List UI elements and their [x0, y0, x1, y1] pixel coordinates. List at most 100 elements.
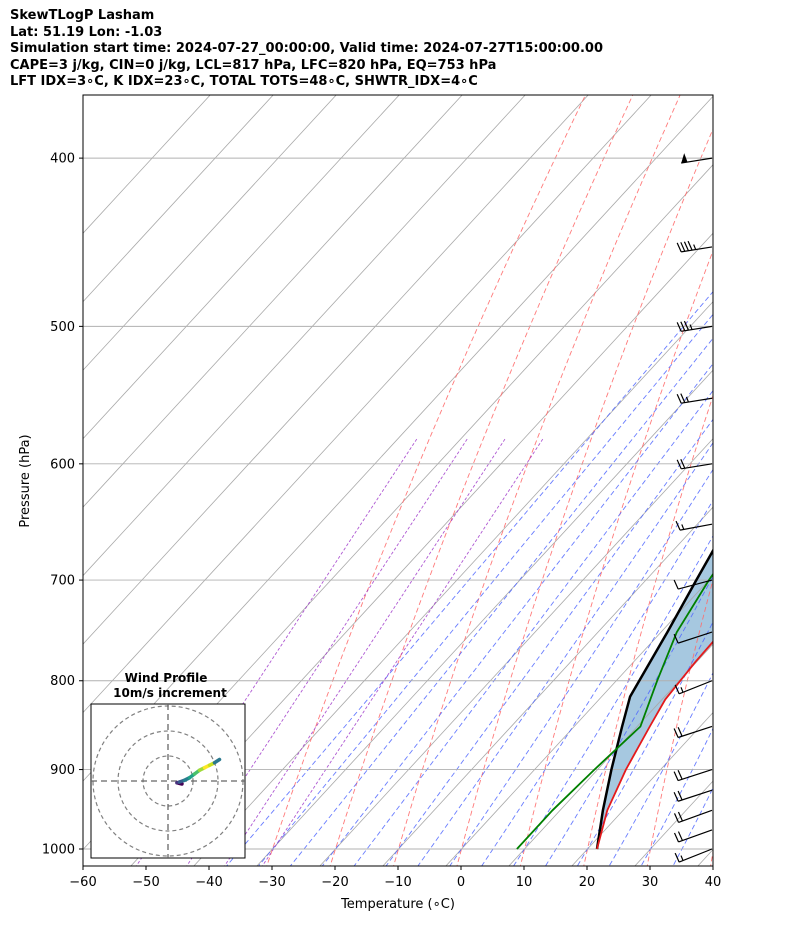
dry-adiabats	[266, 95, 713, 866]
isotherm	[83, 95, 713, 782]
x-tick-label: −40	[195, 875, 222, 890]
barb-flag	[674, 852, 680, 863]
wind-barb	[681, 52, 712, 62]
wind-barb	[673, 768, 713, 782]
x-tick-label: 20	[579, 875, 596, 890]
wind-barb	[674, 848, 713, 863]
x-tick-label: 30	[642, 875, 659, 890]
barb-half-flag	[685, 396, 689, 403]
dry-adiabat	[519, 249, 713, 866]
y-tick-label: 600	[50, 457, 75, 472]
moist-adiabat	[513, 534, 713, 866]
mixing-ratio-line	[261, 438, 544, 866]
profile-lines	[516, 548, 713, 850]
stability-indices-1: CAPE=3 j/kg, CIN=0 j/kg, LCL=817 hPa, LF…	[10, 57, 497, 73]
barb-flag	[676, 322, 682, 332]
barb-staff	[678, 829, 713, 843]
simulation-times: Simulation start time: 2024-07-27_00:00:…	[10, 41, 603, 56]
barb-staff	[677, 725, 713, 739]
wind-barb	[676, 320, 713, 332]
stability-indices-2: LFT IDX=3∘C, K IDX=23∘C, TOTAL TOTS=48∘C…	[10, 74, 478, 89]
barb-flag	[680, 393, 686, 403]
barb-flag	[673, 771, 679, 781]
barb-flag	[673, 579, 679, 590]
barb-staff	[681, 246, 713, 253]
wind-barb	[673, 829, 713, 843]
hodograph-segment	[212, 757, 222, 765]
barb-flag	[676, 242, 682, 253]
barb-flag	[680, 458, 686, 469]
moist-adiabat	[417, 442, 713, 866]
dry-adiabat	[710, 849, 713, 866]
x-tick-label: −50	[132, 875, 159, 890]
mixing-ratio-line	[224, 438, 506, 866]
x-tick-label: 10	[516, 875, 533, 890]
isotherm	[319, 438, 713, 866]
isotherm	[83, 164, 713, 851]
barb-flag	[673, 813, 680, 823]
wind-barb	[676, 458, 713, 470]
inset-title: Wind Profile	[125, 671, 208, 685]
barb-staff	[681, 463, 713, 470]
y-tick-label: 900	[50, 763, 75, 778]
x-tick-label: −20	[321, 875, 348, 890]
barb-half-flag	[680, 687, 684, 693]
x-tick-label: 40	[705, 875, 722, 890]
isotherm	[256, 369, 713, 866]
y-axis-ticks: 1000900800700600500400300200100	[42, 152, 83, 858]
barb-staff	[678, 809, 713, 823]
barb-staff	[681, 397, 713, 404]
temperature-line	[596, 640, 713, 850]
barb-flag	[677, 790, 683, 801]
barb-flag	[677, 831, 684, 841]
isotherm	[83, 95, 652, 714]
x-tick-label: −10	[384, 875, 411, 890]
moist-adiabat	[353, 389, 713, 866]
wind-barb	[673, 725, 713, 739]
barb-flag	[680, 321, 686, 331]
isotherm	[445, 575, 713, 866]
isotherm-grid	[83, 95, 713, 866]
moist-adiabat	[449, 468, 713, 866]
wind-profile-inset: Wind Profile 10m/s increment	[90, 671, 246, 859]
isotherm	[130, 232, 713, 866]
moist-adiabat	[544, 575, 713, 866]
chart-header: SkewTLogP Lasham Lat: 51.19 Lon: -1.03 S…	[10, 8, 603, 91]
barb-staff	[681, 157, 713, 164]
barb-flag	[683, 241, 689, 251]
moist-adiabat	[289, 337, 713, 866]
barb-staff	[677, 631, 713, 644]
y-tick-label: 700	[50, 574, 75, 589]
x-axis-label: Temperature (∘C)	[340, 897, 455, 912]
barb-half-flag	[681, 524, 685, 530]
y-axis-label: Pressure (hPa)	[18, 434, 33, 527]
barb-flag	[680, 242, 686, 252]
barb-staff	[677, 789, 713, 802]
isotherm	[382, 506, 713, 866]
barb-pennant	[681, 52, 687, 62]
barb-staff	[677, 579, 713, 590]
barb-staff	[679, 523, 713, 531]
x-tick-label: −60	[69, 875, 96, 890]
y-tick-label: 1000	[42, 843, 75, 858]
barb-flag	[673, 832, 680, 843]
chart-title: SkewTLogP Lasham	[10, 8, 155, 23]
barb-flag	[676, 393, 682, 404]
barb-staff	[681, 57, 712, 62]
dry-adiabat	[393, 95, 681, 866]
x-tick-label: 0	[457, 875, 465, 890]
dry-adiabat	[266, 95, 586, 866]
barb-flag	[674, 684, 680, 695]
barb-staff	[677, 768, 713, 782]
wind-barb	[673, 579, 713, 590]
cape-fill-layer	[597, 550, 713, 849]
isotherm	[571, 711, 713, 866]
barb-half-flag	[680, 855, 684, 861]
x-tick-label: −30	[258, 875, 285, 890]
barb-flag	[683, 320, 689, 331]
barb-flag	[677, 770, 683, 780]
x-axis-ticks: −60 −50 −40 −30 −20 −10 0 10 20 30 40	[69, 866, 721, 890]
dry-adiabat	[456, 127, 713, 866]
wind-barb	[673, 809, 713, 823]
wind-barb	[681, 153, 713, 164]
